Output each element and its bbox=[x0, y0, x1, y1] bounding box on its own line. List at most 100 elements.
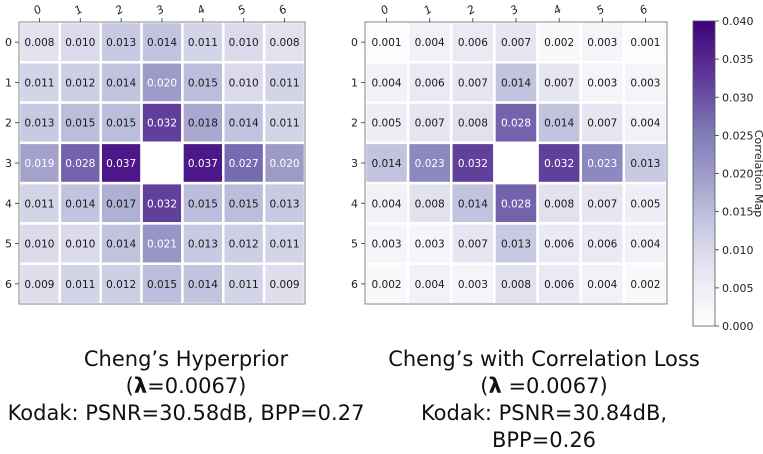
cell-value-label: 0.008 bbox=[501, 279, 531, 291]
y-tick-label: 5 bbox=[351, 238, 358, 251]
heatmap-cell-r1-c2 bbox=[99, 61, 143, 104]
heatmap-cell-r1-c5 bbox=[579, 61, 626, 104]
cell-value-label: 0.011 bbox=[270, 77, 300, 89]
heatmap-cell-r2-c4 bbox=[181, 101, 225, 145]
cell-value-label: 0.007 bbox=[458, 239, 488, 251]
cell-value-label: 0.007 bbox=[501, 37, 531, 49]
heatmap-cell-r3-c4 bbox=[536, 141, 582, 185]
cell-value-label: 0.002 bbox=[630, 279, 660, 291]
y-tick-label: 4 bbox=[5, 197, 12, 210]
cell-value-label: 0.004 bbox=[372, 77, 402, 89]
heatmap-cell-r2-c1 bbox=[406, 101, 453, 145]
colorbar-tick-label: 0.025 bbox=[722, 129, 754, 142]
heatmap-cell-r4-c3 bbox=[140, 181, 184, 225]
cell-value-label: 0.001 bbox=[372, 37, 402, 49]
cell-value-label: 0.027 bbox=[229, 158, 259, 170]
x-tick-label: 5 bbox=[594, 3, 607, 18]
cell-value-label: 0.007 bbox=[544, 77, 574, 89]
colorbar-tick-label: 0.000 bbox=[722, 320, 754, 333]
y-tick-label: 3 bbox=[5, 157, 12, 170]
heatmap-cell-r2-c2 bbox=[99, 101, 143, 145]
heatmap-cell-r0-c5 bbox=[579, 20, 626, 64]
heatmap-cell-r6-c4 bbox=[181, 262, 225, 306]
y-tick-label: 6 bbox=[5, 278, 12, 291]
cell-value-label: 0.023 bbox=[415, 158, 445, 170]
x-tick-label: 2 bbox=[465, 3, 478, 18]
cell-value-label: 0.010 bbox=[24, 239, 54, 251]
cell-value-label: 0.014 bbox=[106, 239, 136, 251]
cell-value-label: 0.004 bbox=[630, 118, 660, 130]
y-tick-label: 6 bbox=[351, 278, 358, 291]
cell-value-label: 0.017 bbox=[106, 198, 136, 210]
colorbar-tick-label: 0.010 bbox=[722, 244, 754, 257]
y-tick-label: 4 bbox=[351, 197, 358, 210]
cell-value-label: 0.010 bbox=[65, 239, 95, 251]
x-tick-label: 1 bbox=[422, 3, 435, 18]
heatmap-cell-r3-c3 bbox=[493, 141, 539, 185]
x-tick-label: 0 bbox=[31, 3, 44, 18]
cell-value-label: 0.015 bbox=[147, 279, 177, 291]
cell-value-label: 0.013 bbox=[270, 198, 300, 210]
cell-value-label: 0.004 bbox=[415, 279, 445, 291]
cell-value-label: 0.018 bbox=[188, 118, 218, 130]
heatmap-cell-r1-c6 bbox=[622, 61, 669, 104]
y-tick-label: 5 bbox=[5, 238, 12, 251]
heatmap-cell-r3-c1 bbox=[58, 141, 102, 185]
cell-value-label: 0.011 bbox=[188, 37, 218, 49]
cell-value-label: 0.007 bbox=[415, 118, 445, 130]
cell-value-label: 0.019 bbox=[24, 158, 54, 170]
x-tick-label: 3 bbox=[154, 3, 167, 18]
x-tick-label: 6 bbox=[637, 3, 650, 18]
y-tick-label: 2 bbox=[351, 117, 358, 130]
cell-value-label: 0.023 bbox=[587, 158, 617, 170]
cell-value-label: 0.032 bbox=[458, 158, 488, 170]
colorbar-gradient bbox=[692, 20, 716, 327]
x-tick-label: 4 bbox=[195, 3, 208, 18]
cell-value-label: 0.009 bbox=[24, 279, 54, 291]
cell-value-label: 0.008 bbox=[458, 118, 488, 130]
cell-value-label: 0.037 bbox=[106, 158, 136, 170]
cell-value-label: 0.014 bbox=[372, 158, 402, 170]
cell-value-label: 0.004 bbox=[415, 37, 445, 49]
cell-value-label: 0.006 bbox=[415, 77, 445, 89]
caption-right-lambda: (λ =0.0067) bbox=[480, 374, 608, 398]
cell-value-label: 0.014 bbox=[147, 37, 177, 49]
cell-value-label: 0.006 bbox=[544, 239, 574, 251]
cell-value-label: 0.014 bbox=[458, 198, 488, 210]
cell-value-label: 0.028 bbox=[501, 198, 531, 210]
x-tick-label: 2 bbox=[113, 3, 126, 18]
cell-value-label: 0.011 bbox=[65, 279, 95, 291]
cell-value-label: 0.008 bbox=[270, 37, 300, 49]
caption-left: Cheng’s Hyperprior (λ=0.0067) Kodak: PSN… bbox=[5, 346, 367, 427]
cell-value-label: 0.014 bbox=[229, 118, 259, 130]
heatmap-cell-r6-c6 bbox=[262, 262, 307, 306]
heatmap-cell-r1-c3 bbox=[493, 61, 539, 104]
cell-value-label: 0.015 bbox=[188, 198, 218, 210]
cell-value-label: 0.012 bbox=[229, 239, 259, 251]
heatmap-cell-r4-c1 bbox=[406, 181, 453, 225]
cell-value-label: 0.004 bbox=[630, 239, 660, 251]
x-tick-label: 4 bbox=[551, 3, 564, 18]
heatmap-cell-r5-c0 bbox=[363, 222, 410, 265]
x-tick-label: 1 bbox=[72, 3, 85, 18]
heatmap-cell-r6-c5 bbox=[579, 262, 626, 306]
colorbar-tick-label: 0.035 bbox=[722, 53, 754, 66]
x-tick-label: 0 bbox=[379, 3, 392, 18]
cell-value-label: 0.011 bbox=[229, 279, 259, 291]
cell-value-label: 0.015 bbox=[106, 118, 136, 130]
cell-value-label: 0.028 bbox=[65, 158, 95, 170]
cell-value-label: 0.011 bbox=[270, 118, 300, 130]
y-tick-label: 2 bbox=[5, 117, 12, 130]
cell-value-label: 0.013 bbox=[106, 37, 136, 49]
cell-value-label: 0.008 bbox=[415, 198, 445, 210]
cell-value-label: 0.013 bbox=[501, 239, 531, 251]
heatmap-cell-r6-c1 bbox=[406, 262, 453, 306]
colorbar-tick-label: 0.030 bbox=[722, 91, 754, 104]
heatmap-cell-r2-c1 bbox=[58, 101, 102, 145]
cell-value-label: 0.021 bbox=[147, 239, 177, 251]
heatmap-cell-r5-c1 bbox=[58, 222, 102, 265]
cell-value-label: 0.005 bbox=[630, 198, 660, 210]
heatmap-cheng-hyperprior: 0.008 0.010 0.013 0.014 0.011 0.010 0.008 0.011… bbox=[5, 3, 307, 306]
cell-value-label: 0.015 bbox=[65, 118, 95, 130]
y-tick-label: 1 bbox=[351, 76, 358, 89]
